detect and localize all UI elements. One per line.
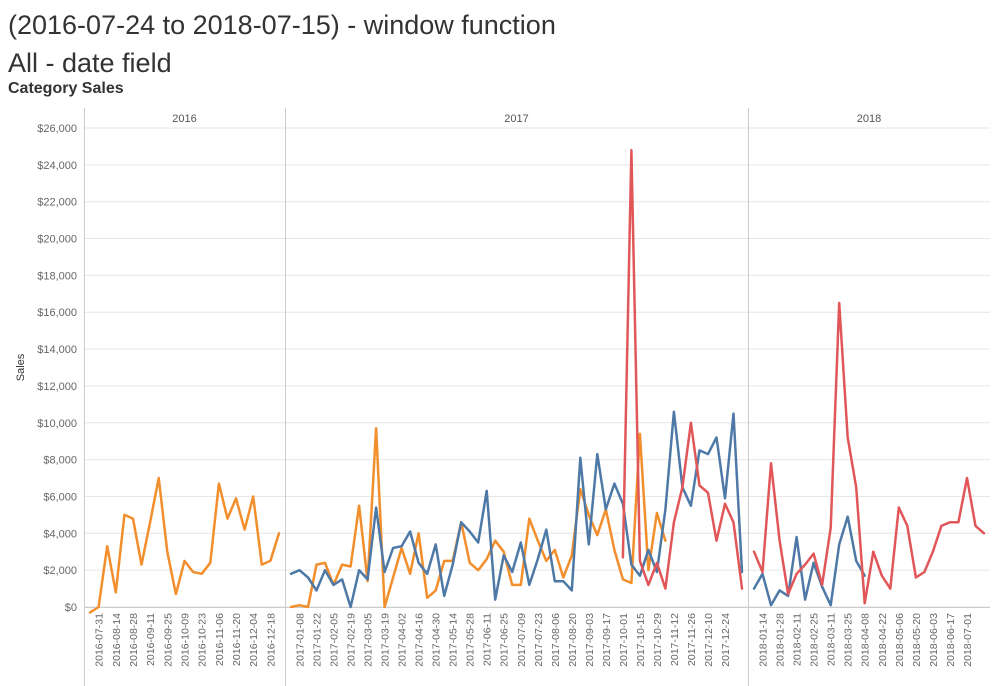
series-line-blue (752, 515, 866, 607)
x-tick-label: 2017-06-25 (499, 613, 511, 667)
x-tick-label: 2017-12-10 (703, 613, 715, 667)
x-tick-label: 2017-10-01 (618, 613, 630, 667)
y-tick-label: $12,000 (37, 381, 77, 393)
y-tick-label: $8,000 (43, 455, 77, 467)
x-tick-label: 2017-04-16 (414, 613, 426, 667)
y-tick-label: $14,000 (37, 344, 77, 356)
series-line-blue (289, 410, 744, 609)
x-tick-label: 2016-09-11 (145, 613, 157, 666)
x-tick-label: 2017-06-11 (482, 613, 494, 666)
y-tick-label: $6,000 (43, 491, 77, 503)
x-tick-label: 2017-08-06 (550, 613, 562, 667)
x-tick-label: 2016-12-18 (265, 613, 277, 667)
y-tick-label: $2,000 (43, 565, 77, 577)
y-tick-label: $24,000 (37, 160, 77, 172)
y-tick-label: $20,000 (37, 234, 77, 246)
x-tick-label: 2017-10-29 (652, 613, 664, 667)
x-tick-label: 2017-09-17 (601, 613, 613, 667)
x-tick-label: 2016-11-06 (214, 613, 226, 666)
x-tick-label: 2017-04-30 (431, 613, 443, 667)
x-tick-label: 2018-04-22 (877, 613, 889, 667)
y-tick-label: $4,000 (43, 528, 77, 540)
x-tick-label: 2017-04-02 (397, 613, 409, 667)
panel-header-2018: 2018 (857, 113, 881, 125)
x-tick-label: 2017-08-20 (567, 613, 579, 667)
x-tick-label: 2017-02-19 (346, 613, 358, 667)
panel-header-2016: 2016 (172, 113, 196, 125)
y-axis-label: Sales (15, 353, 27, 381)
series-line-orange (289, 427, 667, 609)
y-tick-label: $26,000 (37, 123, 77, 135)
x-tick-label: 2018-02-11 (792, 613, 804, 666)
series-line-red (752, 301, 986, 605)
x-tick-label: 2017-10-15 (635, 613, 647, 667)
x-tick-label: 2016-08-28 (128, 613, 140, 667)
panel-header-2017: 2017 (504, 113, 528, 125)
series-line-red (621, 148, 744, 590)
x-tick-label: 2018-03-11 (826, 613, 838, 666)
x-tick-label: 2018-04-08 (860, 613, 872, 667)
x-tick-label: 2017-09-03 (584, 613, 596, 667)
x-tick-label: 2017-07-09 (516, 613, 528, 667)
series-line-orange (88, 476, 281, 614)
chart-subtitle: Category Sales (8, 80, 124, 97)
x-tick-label: 2018-03-25 (843, 613, 855, 667)
y-tick-label: $22,000 (37, 197, 77, 209)
x-tick-label: 2017-03-19 (380, 613, 392, 667)
x-tick-label: 2017-01-08 (295, 613, 307, 667)
x-tick-label: 2017-11-12 (669, 613, 681, 666)
x-tick-label: 2018-06-17 (945, 613, 957, 667)
x-tick-label: 2018-05-06 (894, 613, 906, 667)
x-tick-label: 2017-02-05 (329, 613, 341, 667)
x-tick-label: 2016-12-04 (248, 613, 260, 667)
x-tick-label: 2016-10-09 (180, 613, 192, 667)
x-tick-label: 2016-08-14 (111, 613, 123, 667)
x-tick-label: 2017-11-26 (686, 613, 698, 666)
x-tick-label: 2018-07-01 (962, 613, 974, 667)
y-tick-label: $16,000 (37, 307, 77, 319)
x-tick-label: 2018-01-14 (758, 613, 770, 667)
y-tick-label: $10,000 (37, 418, 77, 430)
x-tick-label: 2018-06-03 (928, 613, 940, 667)
x-tick-label: 2016-07-31 (94, 613, 106, 667)
x-tick-label: 2018-01-28 (775, 613, 787, 667)
y-tick-label: $0 (65, 602, 77, 614)
y-tick-label: $18,000 (37, 270, 77, 282)
x-tick-label: 2016-10-23 (197, 613, 209, 667)
x-tick-label: 2017-05-14 (448, 613, 460, 667)
x-tick-label: 2017-07-23 (533, 613, 545, 667)
x-tick-label: 2017-05-28 (465, 613, 477, 667)
x-tick-label: 2017-01-22 (312, 613, 324, 667)
x-tick-label: 2017-03-05 (363, 613, 375, 667)
x-tick-label: 2018-02-25 (809, 613, 821, 667)
chart-title: (2016-07-24 to 2018-07-15) - window func… (8, 10, 556, 78)
x-tick-label: 2016-09-25 (162, 613, 174, 667)
x-tick-label: 2017-12-24 (720, 613, 732, 667)
x-tick-label: 2016-11-20 (231, 613, 243, 666)
x-tick-label: 2018-05-20 (911, 613, 923, 667)
